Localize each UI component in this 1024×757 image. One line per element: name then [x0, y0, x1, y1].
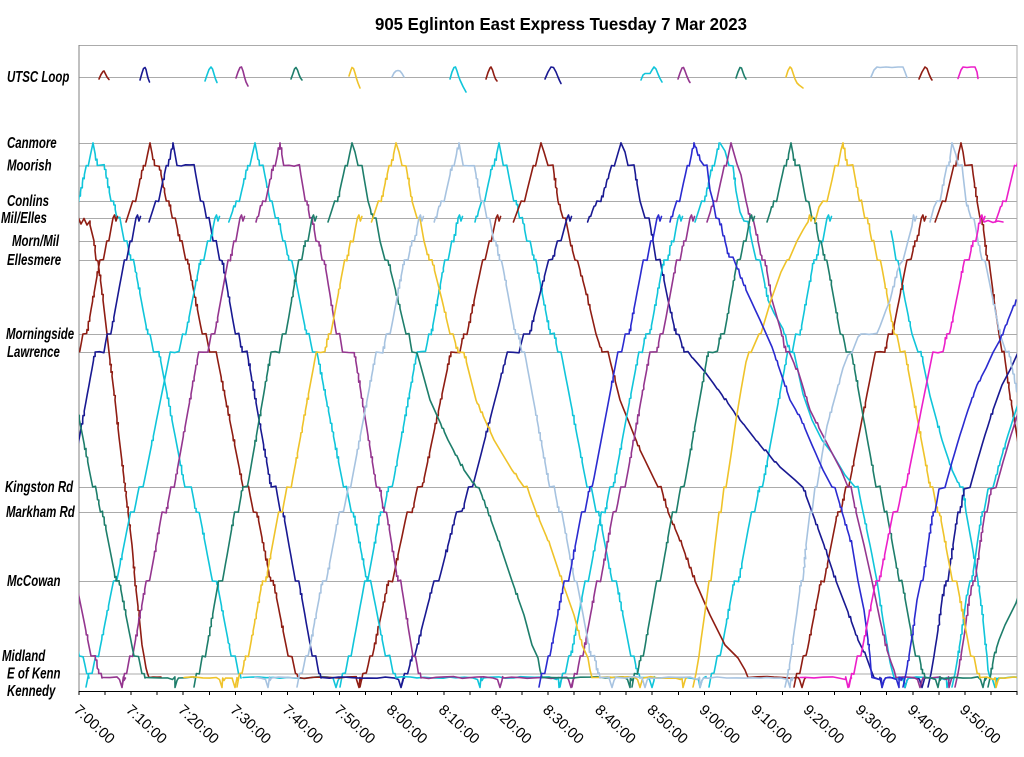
svg-text:Kingston Rd: Kingston Rd [5, 478, 74, 495]
svg-text:Kennedy: Kennedy [7, 682, 57, 699]
svg-text:McCowan: McCowan [7, 572, 60, 589]
svg-text:Morningside: Morningside [6, 325, 74, 342]
svg-text:Lawrence: Lawrence [7, 343, 60, 360]
svg-text:Morn/Mil: Morn/Mil [12, 232, 60, 249]
svg-text:Ellesmere: Ellesmere [7, 251, 62, 268]
svg-text:Mil/Elles: Mil/Elles [1, 209, 47, 226]
svg-text:905 Eglinton East Express Tues: 905 Eglinton East Express Tuesday 7 Mar … [375, 14, 747, 34]
svg-text:E of Kenn: E of Kenn [7, 665, 60, 682]
svg-text:Moorish: Moorish [7, 157, 52, 174]
svg-text:Conlins: Conlins [7, 192, 49, 209]
svg-text:Markham Rd: Markham Rd [6, 503, 75, 520]
svg-text:UTSC Loop: UTSC Loop [7, 68, 69, 85]
svg-text:Canmore: Canmore [7, 134, 57, 151]
svg-text:Midland: Midland [2, 647, 46, 664]
